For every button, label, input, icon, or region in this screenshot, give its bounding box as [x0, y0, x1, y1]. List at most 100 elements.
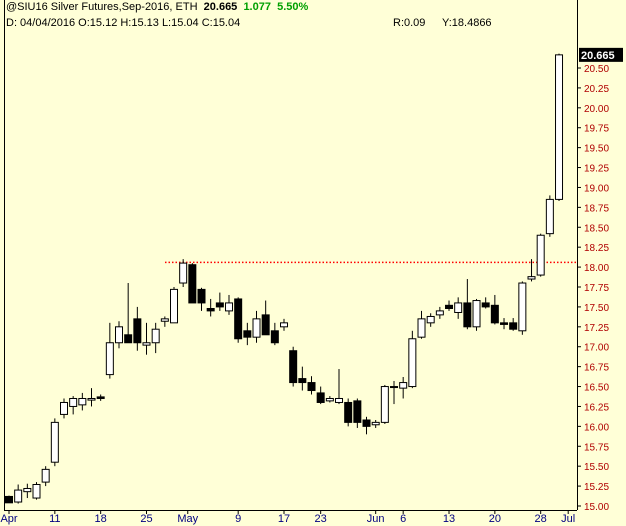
- candle: [390, 380, 399, 405]
- candle-body-down: [362, 419, 371, 427]
- candle-body-up: [41, 468, 50, 483]
- price-tick-label: 15.00: [584, 502, 609, 513]
- candles: [5, 53, 564, 504]
- candle-body-up: [23, 487, 32, 493]
- candle-body-down: [261, 314, 270, 336]
- candle-body-down: [96, 396, 105, 399]
- candle-body-down: [298, 378, 307, 384]
- candle: [316, 386, 325, 405]
- date-tick-label: 6: [400, 513, 406, 525]
- candle-body-up: [151, 328, 160, 344]
- candle: [78, 392, 87, 411]
- ohlc-line: D: 04/04/2016 O:15.12 H:15.13 L:15.04 C:…: [6, 17, 241, 29]
- candle-body-up: [380, 386, 389, 423]
- price-tick-label: 15.25: [584, 482, 609, 493]
- price-tick-label: 20.50: [584, 64, 609, 75]
- candle: [472, 298, 481, 331]
- candle-body-up: [280, 322, 289, 328]
- price-tick-label: 16.50: [584, 383, 609, 394]
- candle: [454, 297, 463, 319]
- candle-body-up: [14, 489, 23, 503]
- candle: [5, 495, 13, 504]
- candle-body-up: [536, 234, 545, 276]
- candle: [280, 318, 289, 331]
- candle: [69, 396, 78, 415]
- candle: [353, 398, 362, 428]
- candle: [105, 322, 114, 379]
- date-tick-label: 9: [235, 513, 241, 525]
- candle: [481, 297, 490, 309]
- candle-body-up: [225, 302, 234, 312]
- candle: [380, 384, 389, 424]
- candle: [124, 283, 133, 344]
- candle: [215, 292, 224, 311]
- date-tick-label: Apr: [0, 513, 17, 525]
- candle: [298, 366, 307, 391]
- candle: [234, 297, 243, 343]
- candle: [527, 259, 536, 282]
- candle-body-up: [371, 421, 380, 426]
- candle: [555, 53, 564, 201]
- candle-body-down: [270, 330, 279, 344]
- price-tick-label: 18.75: [584, 203, 609, 214]
- candle-body-up: [32, 483, 41, 499]
- candle: [408, 330, 417, 389]
- candle-body-down: [344, 401, 353, 423]
- candle-body-down: [490, 304, 499, 324]
- candle: [371, 419, 380, 428]
- date-tick-label: Jun: [367, 513, 385, 525]
- candle: [426, 313, 435, 327]
- candle-body-down: [500, 322, 509, 325]
- candle-body-up: [179, 262, 188, 284]
- candle-body-down: [243, 330, 252, 338]
- candle-body-down: [509, 322, 518, 330]
- candle: [270, 322, 279, 346]
- candle-body-up: [454, 302, 463, 313]
- date-tick-label: 23: [315, 513, 327, 525]
- symbol-line: @SIU16 Silver Futures,Sep-2016, ETH: [6, 1, 198, 13]
- candle: [115, 321, 124, 349]
- candle-body-up: [527, 276, 536, 280]
- candle: [362, 416, 371, 435]
- candle: [252, 310, 261, 343]
- date-tick-label: Jul: [561, 513, 575, 525]
- candle-body-up: [105, 342, 114, 376]
- candle-body-up: [50, 421, 59, 463]
- candle-body-up: [435, 310, 444, 316]
- candle-body-down: [5, 495, 13, 504]
- candle: [325, 396, 334, 403]
- price-axis: 15.00 15.25 15.50 15.75 16.00 16.25 16.50 16.75…: [577, 64, 609, 513]
- candle-body-down: [463, 302, 472, 328]
- date-tick-label: 20: [489, 513, 501, 525]
- candle-body-up: [69, 397, 78, 407]
- last-price: 20.665: [203, 1, 238, 13]
- date-tick-label: 11: [49, 513, 60, 525]
- price-tick-label: 16.00: [584, 422, 609, 433]
- candle: [545, 195, 554, 237]
- candle-body-up: [408, 338, 417, 388]
- price-tick-label: 17.75: [584, 283, 609, 294]
- candle: [60, 398, 69, 419]
- r-value: R:0.09: [393, 17, 426, 29]
- symbol-header: @SIU16 Silver Futures,Sep-2016, ETH 20.6…: [6, 1, 308, 13]
- candle-body-down: [188, 264, 197, 304]
- date-tick-label: 17: [278, 513, 290, 525]
- change-value: 1.077: [243, 1, 271, 13]
- candle: [399, 376, 408, 399]
- price-tick-label: 19.50: [584, 144, 609, 155]
- candle: [197, 287, 206, 311]
- date-tick-label: 28: [535, 513, 547, 525]
- price-tick-label: 17.00: [584, 343, 609, 354]
- candle-body-up: [160, 318, 169, 322]
- price-tick-label: 19.75: [584, 124, 609, 135]
- candle: [307, 376, 316, 395]
- candle-body-up: [472, 300, 481, 328]
- candle: [463, 279, 472, 330]
- candle: [206, 298, 215, 317]
- candle-body-down: [133, 318, 142, 344]
- candle-body-down: [289, 350, 298, 384]
- candle: [417, 310, 426, 339]
- candle-body-down: [234, 298, 243, 340]
- candle: [87, 388, 96, 407]
